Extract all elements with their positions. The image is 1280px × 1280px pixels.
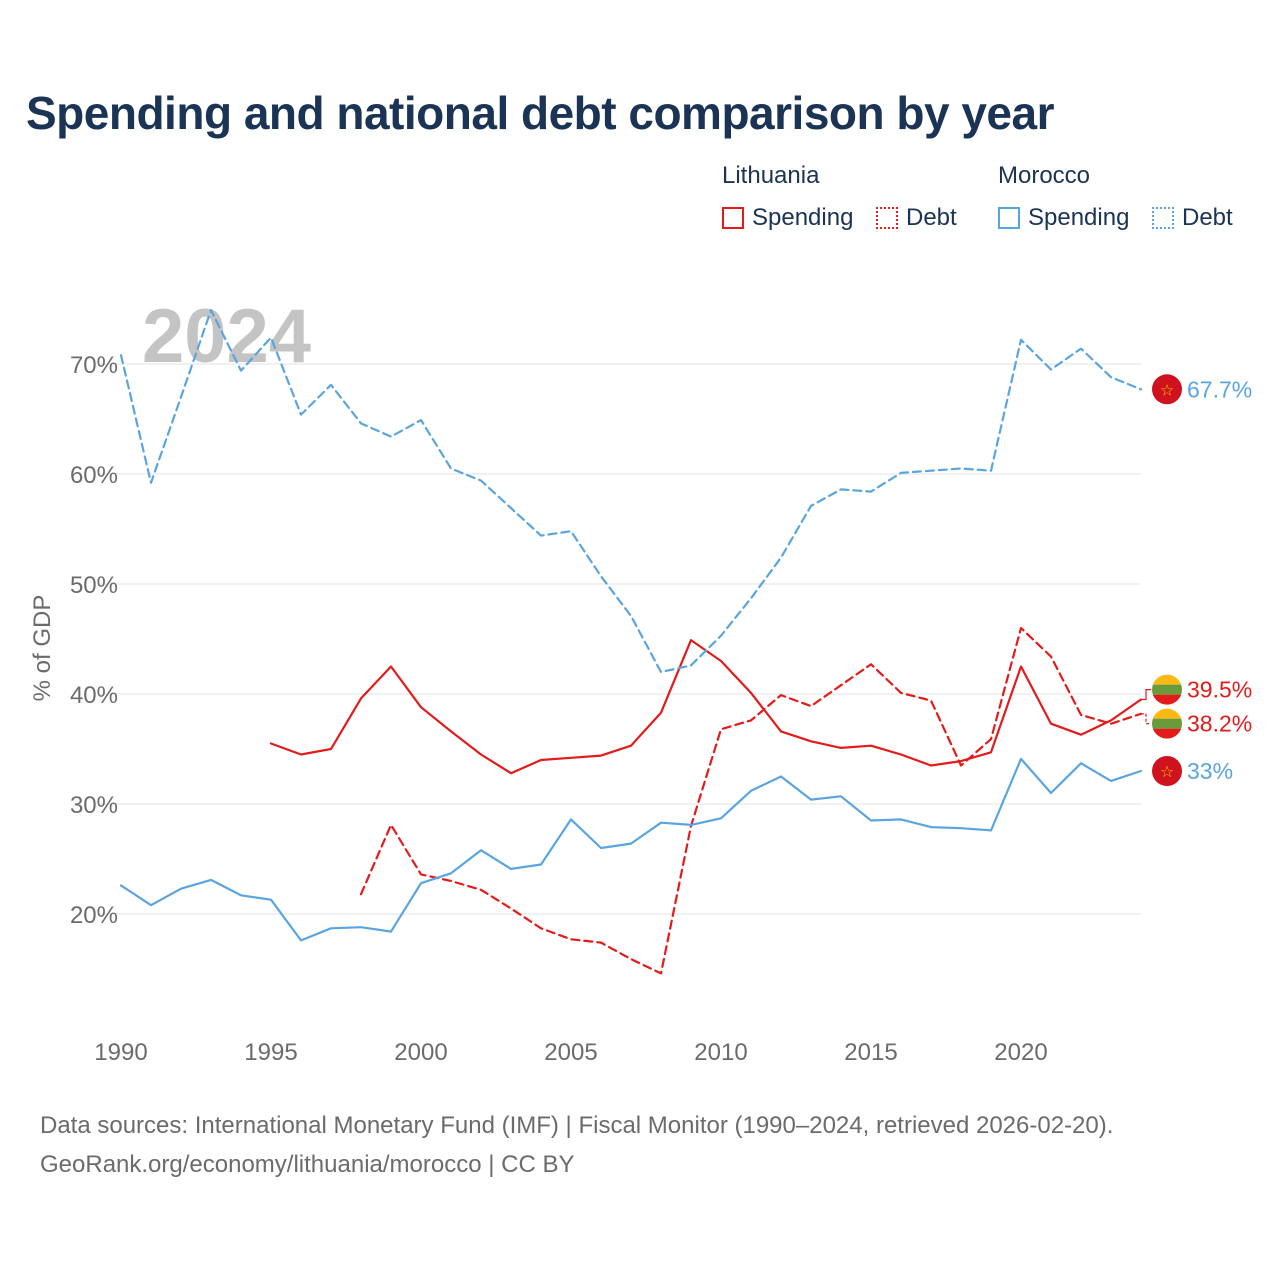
legend-swatch-dotted <box>1152 207 1174 229</box>
svg-text:☆: ☆ <box>1160 382 1174 399</box>
end-value-label: 39.5% <box>1187 677 1252 703</box>
chart-title: Spending and national debt comparison by… <box>26 87 1055 139</box>
y-axis: 20% 30% 40% 50% 60% 70% <box>70 352 118 929</box>
legend-country-morocco: Morocco <box>998 162 1091 189</box>
year-watermark: 2024 <box>142 294 311 379</box>
y-tick-label: 20% <box>70 902 118 929</box>
x-tick-label: 2020 <box>994 1039 1047 1066</box>
legend-item-lithuania-debt[interactable]: Debt <box>876 204 957 232</box>
legend-label: Spending <box>1028 204 1130 231</box>
footer-source: Data sources: International Monetary Fun… <box>40 1112 1114 1139</box>
x-tick-label: 1990 <box>94 1039 147 1066</box>
y-tick-label: 60% <box>70 462 118 489</box>
y-tick-label: 30% <box>70 792 118 819</box>
series-line-lithuania-spending[interactable] <box>269 638 1143 775</box>
x-tick-label: 2015 <box>844 1039 897 1066</box>
footer-link[interactable]: GeoRank.org/economy/lithuania/morocco | … <box>40 1151 575 1178</box>
line-chart: 2024 20% 30% 40% 50% 60% 70% 1990 1995 2000 2005… <box>29 294 1252 1066</box>
y-tick-label: 40% <box>70 682 118 709</box>
x-tick-label: 2000 <box>394 1039 447 1066</box>
end-value-label: 67.7% <box>1187 376 1252 402</box>
series <box>119 309 1143 975</box>
legend-label: Debt <box>1182 204 1233 231</box>
x-tick-label: 1995 <box>244 1039 297 1066</box>
x-tick-label: 2005 <box>544 1039 597 1066</box>
y-tick-label: 70% <box>70 352 118 379</box>
legend-item-morocco-debt[interactable]: Debt <box>1152 204 1233 232</box>
legend-item-morocco-spending[interactable]: Spending <box>998 204 1129 232</box>
legend-country-lithuania: Lithuania <box>722 162 820 189</box>
footer: Data sources: International Monetary Fun… <box>40 1106 1113 1184</box>
end-labels: 39.5% 38.2% ☆ 33% ☆ 67.7% <box>1141 374 1252 786</box>
legend-label: Spending <box>752 204 854 231</box>
legend-swatch-dotted <box>876 207 898 229</box>
lithuania-flag-icon <box>1152 674 1182 705</box>
series-line-morocco-spending[interactable] <box>119 757 1143 942</box>
legend-swatch-solid <box>722 207 744 229</box>
series-line-morocco-debt[interactable] <box>119 309 1143 674</box>
end-value-label: 33% <box>1187 758 1233 784</box>
y-axis-label: % of GDP <box>29 595 56 702</box>
x-tick-label: 2010 <box>694 1039 747 1066</box>
legend-morocco: Morocco Spending Debt <box>998 162 1258 242</box>
legend-swatch-solid <box>998 207 1020 229</box>
legend-label: Debt <box>906 204 957 231</box>
label-leader <box>1141 713 1151 725</box>
series-line-lithuania-debt[interactable] <box>359 626 1143 975</box>
grid <box>98 363 1141 915</box>
y-tick-label: 50% <box>70 572 118 599</box>
lithuania-flag-icon <box>1152 708 1182 739</box>
end-value-label: 38.2% <box>1187 711 1252 737</box>
morocco-flag-icon: ☆ <box>1152 374 1182 405</box>
legend-item-lithuania-spending[interactable]: Spending <box>722 204 853 232</box>
svg-text:☆: ☆ <box>1160 764 1174 781</box>
morocco-flag-icon: ☆ <box>1152 756 1182 786</box>
legend-lithuania: Lithuania Spending Debt <box>722 162 972 242</box>
x-axis: 1990 1995 2000 2005 2010 2015 2020 <box>94 1039 1047 1066</box>
label-leader <box>1141 689 1151 701</box>
